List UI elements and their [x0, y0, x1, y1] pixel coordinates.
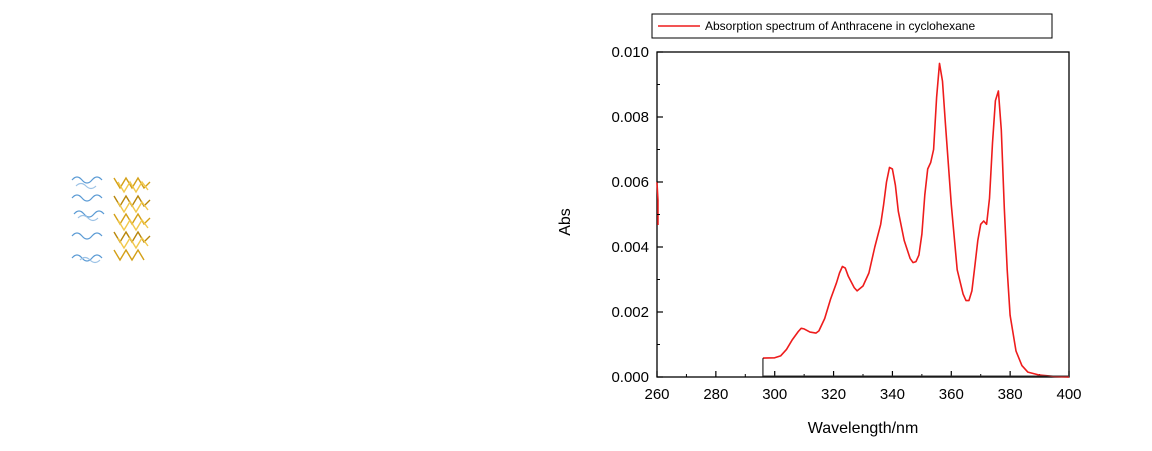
- x-tick-label: 340: [880, 386, 905, 403]
- y-tick-label: 0.006: [611, 174, 649, 191]
- y-tick-label: 0.008: [611, 109, 649, 126]
- legend-box: [651, 13, 1053, 39]
- plot-frame: [656, 51, 1070, 378]
- blue-squiggles: [71, 176, 105, 264]
- decorative-squiggle-graphic: [71, 176, 151, 264]
- y-tick-label: 0.010: [611, 44, 649, 61]
- x-axis-title: Wavelength/nm: [808, 420, 919, 437]
- x-tick-label: 380: [998, 386, 1023, 403]
- left-edge-fragment: [656, 181, 659, 225]
- series-layer: [762, 62, 1070, 378]
- x-tick-label: 300: [762, 386, 787, 403]
- gold-zigzags: [113, 176, 151, 262]
- x-tick-label: 320: [821, 386, 846, 403]
- y-tick-label: 0.004: [611, 239, 649, 256]
- y-axis-ticks: 0.000 0.002 0.004 0.006 0.008 0.010: [611, 44, 663, 386]
- x-tick-label: 280: [703, 386, 728, 403]
- x-tick-label: 400: [1056, 386, 1081, 403]
- series-line: [762, 62, 1070, 378]
- legend-label: Absorption spectrum of Anthracene in cyc…: [705, 19, 975, 33]
- x-tick-label: 360: [939, 386, 964, 403]
- y-axis-title: Abs: [557, 208, 574, 236]
- y-tick-label: 0.000: [611, 369, 649, 386]
- legend: Absorption spectrum of Anthracene in cyc…: [651, 13, 1053, 39]
- y-tick-label: 0.002: [611, 304, 649, 321]
- x-axis-ticks: 260 280 300 320 340 360 380 400: [644, 371, 1082, 403]
- x-tick-label: 260: [644, 386, 669, 403]
